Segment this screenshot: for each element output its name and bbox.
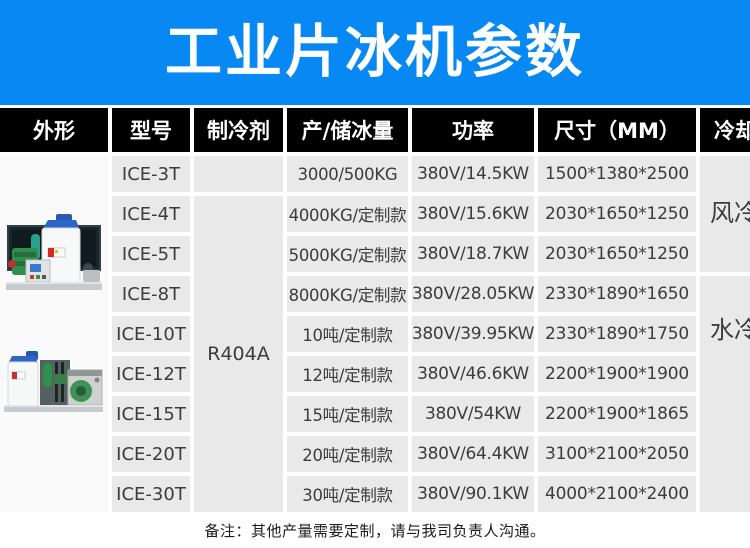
banner: 工业片冰机参数 — [0, 0, 750, 105]
capacity-cell: 3000/500KG — [287, 156, 408, 192]
capacity-cell: 4000KG/定制款 — [287, 196, 408, 232]
header-power: 功率 — [412, 108, 534, 152]
refrigerant-value: R404A — [194, 196, 283, 512]
spec-table: 外形 型号 制冷剂 产/储冰量 功率 尺寸（MM） 冷却 — [0, 108, 750, 512]
power-cell: 380V/46.6KW — [412, 356, 534, 392]
flake-ice-machine-photo-water-cooled — [4, 351, 103, 412]
appearance-cell — [0, 156, 108, 512]
capacity-cell: 8000KG/定制款 — [287, 276, 408, 312]
model-cell: ICE-10T — [112, 316, 190, 352]
header-cooling: 冷却 — [700, 108, 750, 152]
model-cell: ICE-5T — [112, 236, 190, 272]
header-capacity: 产/储冰量 — [287, 108, 408, 152]
capacity-cell: 20吨/定制款 — [287, 436, 408, 472]
dimensions-cell: 2200*1900*1865 — [538, 396, 696, 432]
header-dimensions: 尺寸（MM） — [538, 108, 696, 152]
dimensions-cell: 3100*2100*2050 — [538, 436, 696, 472]
dimensions-cell: 2330*1890*1750 — [538, 316, 696, 352]
power-cell: 380V/18.7KW — [412, 236, 534, 272]
cooling-water-cell: 水冷 — [700, 276, 750, 512]
cooling-air-cell: 风冷 — [700, 156, 750, 272]
capacity-cell: 10吨/定制款 — [287, 316, 408, 352]
capacity-cell: 30吨/定制款 — [287, 476, 408, 512]
header-refrigerant: 制冷剂 — [194, 108, 283, 152]
model-cell: ICE-30T — [112, 476, 190, 512]
header-appearance: 外形 — [0, 108, 108, 152]
power-cell: 380V/64.4KW — [412, 436, 534, 472]
model-cell: ICE-15T — [112, 396, 190, 432]
dimensions-cell: 4000*2100*2400 — [538, 476, 696, 512]
note-bar: 备注：其他产量需要定制，请与我司负责人沟通。 — [0, 512, 750, 548]
model-cell: ICE-4T — [112, 196, 190, 232]
dimensions-cell: 1500*1380*2500 — [538, 156, 696, 192]
model-cell: ICE-3T — [112, 156, 190, 192]
dimensions-cell: 2330*1890*1650 — [538, 276, 696, 312]
power-cell: 380V/39.95KW — [412, 316, 534, 352]
power-cell: 380V/15.6KW — [412, 196, 534, 232]
power-cell: 380V/90.1KW — [412, 476, 534, 512]
model-cell: ICE-8T — [112, 276, 190, 312]
header-model: 型号 — [112, 108, 190, 152]
capacity-cell: 12吨/定制款 — [287, 356, 408, 392]
cooling-air-label: 风冷 — [710, 199, 750, 228]
capacity-cell: 15吨/定制款 — [287, 396, 408, 432]
page-title: 工业片冰机参数 — [165, 19, 585, 85]
refrigerant-empty-cell — [194, 156, 283, 192]
dimensions-cell: 2030*1650*1250 — [538, 236, 696, 272]
power-cell: 380V/14.5KW — [412, 156, 534, 192]
dimensions-cell: 2200*1900*1900 — [538, 356, 696, 392]
capacity-cell: 5000KG/定制款 — [287, 236, 408, 272]
model-cell: ICE-12T — [112, 356, 190, 392]
note-text: 备注：其他产量需要定制，请与我司负责人沟通。 — [204, 521, 546, 540]
power-cell: 380V/28.05KW — [412, 276, 534, 312]
cooling-water-label: 水冷 — [710, 316, 750, 344]
model-cell: ICE-20T — [112, 436, 190, 472]
flake-ice-machine-photo-air-cooled — [6, 214, 102, 290]
power-cell: 380V/54KW — [412, 396, 534, 432]
dimensions-cell: 2030*1650*1250 — [538, 196, 696, 232]
